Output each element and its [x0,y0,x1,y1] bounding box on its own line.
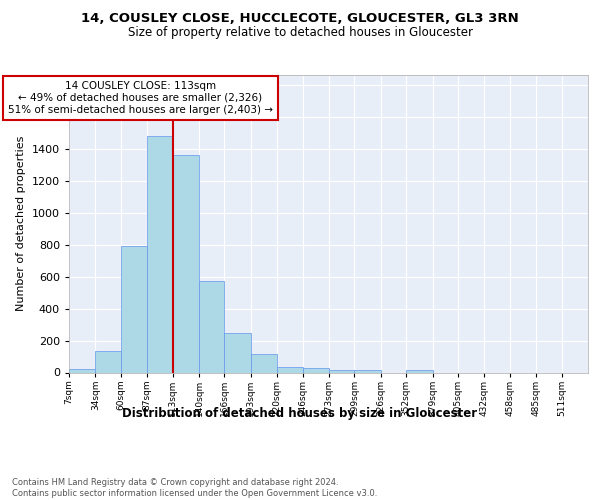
Bar [302,368,329,372]
Bar [355,370,381,372]
Bar [173,155,199,372]
Y-axis label: Number of detached properties: Number of detached properties [16,136,26,312]
Text: 14 COUSLEY CLOSE: 113sqm
← 49% of detached houses are smaller (2,326)
51% of sem: 14 COUSLEY CLOSE: 113sqm ← 49% of detach… [8,82,273,114]
Bar [121,246,147,372]
Text: Distribution of detached houses by size in Gloucester: Distribution of detached houses by size … [122,408,478,420]
Bar [199,282,224,372]
Bar [69,370,95,372]
Bar [277,367,302,372]
Text: 14, COUSLEY CLOSE, HUCCLECOTE, GLOUCESTER, GL3 3RN: 14, COUSLEY CLOSE, HUCCLECOTE, GLOUCESTE… [81,12,519,26]
Text: Size of property relative to detached houses in Gloucester: Size of property relative to detached ho… [128,26,473,39]
Bar [147,136,173,372]
Bar [406,370,433,372]
Text: Contains HM Land Registry data © Crown copyright and database right 2024.
Contai: Contains HM Land Registry data © Crown c… [12,478,377,498]
Bar [224,334,251,372]
Bar [251,354,277,372]
Bar [95,351,121,372]
Bar [329,370,355,372]
